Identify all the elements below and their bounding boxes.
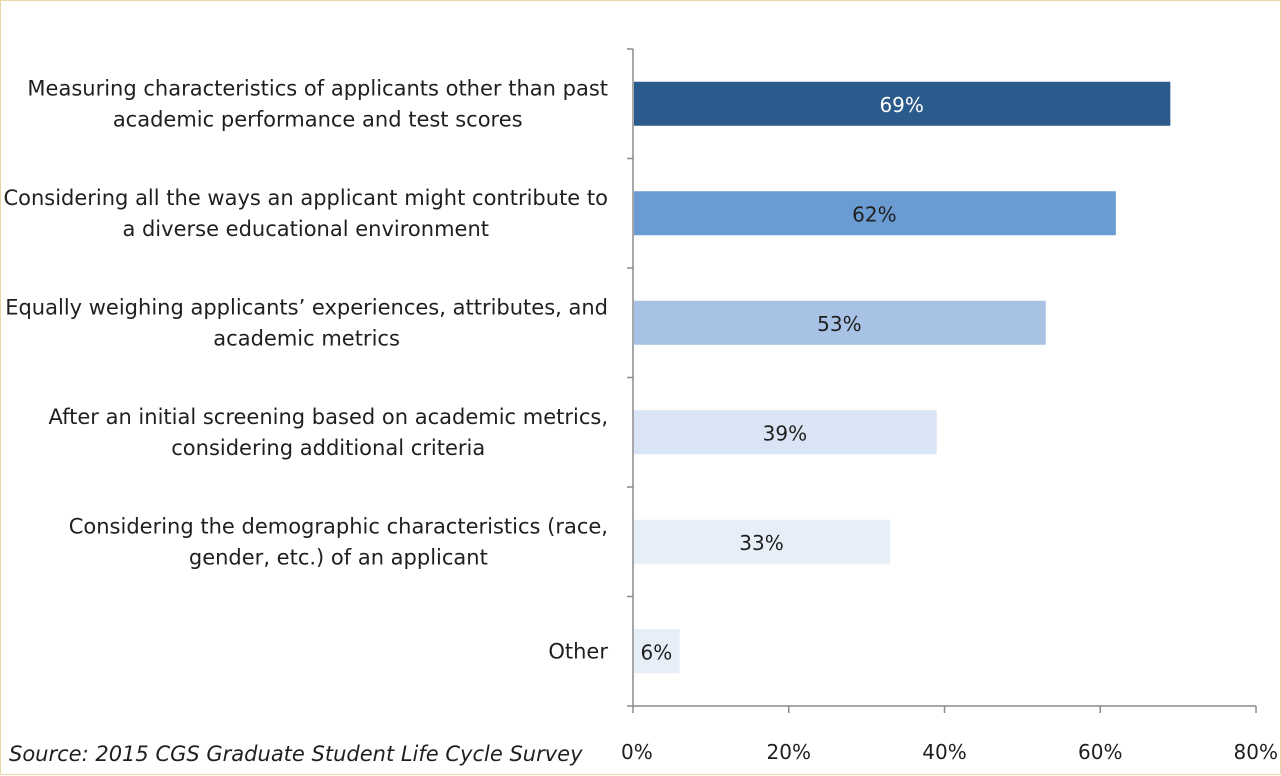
category-label: academic performance and test scores <box>113 107 523 131</box>
source-note: Source: 2015 CGS Graduate Student Life C… <box>9 742 583 766</box>
bar-value-label: 69% <box>879 93 923 117</box>
bar <box>634 300 1046 345</box>
x-tick-label: 80% <box>1234 740 1278 764</box>
category-label: considering additional criteria <box>171 436 485 460</box>
bar <box>634 191 1116 236</box>
category-label: Measuring characteristics of applicants … <box>27 76 608 100</box>
category-label: a diverse educational environment <box>122 217 489 241</box>
x-tick-label: 60% <box>1078 740 1122 764</box>
bar <box>634 81 1171 126</box>
category-label: Other <box>548 639 608 663</box>
bar-value-label: 6% <box>640 640 672 664</box>
bar-value-label: 33% <box>739 531 783 555</box>
category-label: Considering the demographic characterist… <box>69 514 608 538</box>
x-tick-label: 0% <box>621 740 653 764</box>
category-label: academic metrics <box>213 326 400 350</box>
bar-value-label: 39% <box>763 421 807 445</box>
bar <box>634 519 890 564</box>
x-tick-label: 40% <box>922 740 966 764</box>
bar-value-label: 62% <box>852 202 896 226</box>
category-label: gender, etc.) of an applicant <box>189 545 488 569</box>
category-label: Equally weighing applicants’ experiences… <box>5 295 608 319</box>
x-tick-label: 20% <box>767 740 811 764</box>
category-label: After an initial screening based on acad… <box>48 405 608 429</box>
category-label: Considering all the ways an applicant mi… <box>3 186 608 210</box>
bar <box>634 410 937 455</box>
bar-value-label: 53% <box>817 312 861 336</box>
bar <box>634 629 680 674</box>
